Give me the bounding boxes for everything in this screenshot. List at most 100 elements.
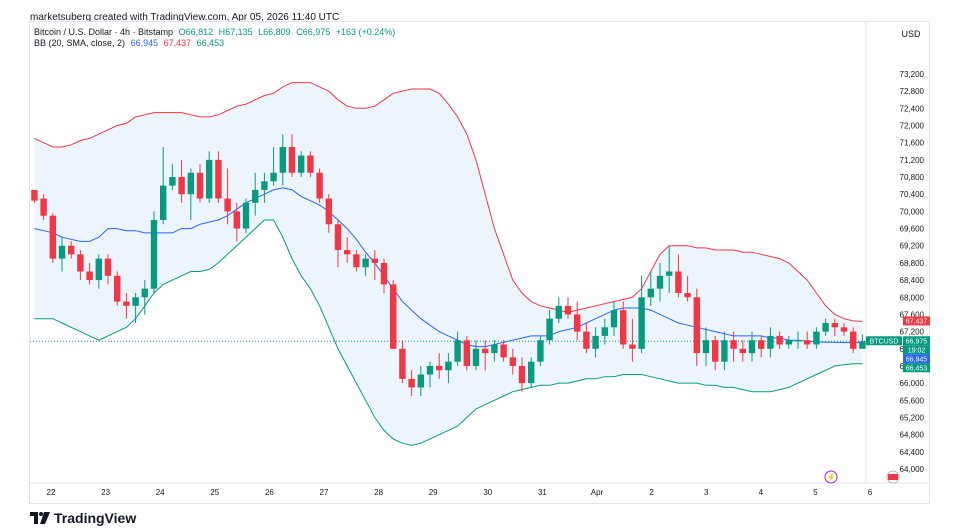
candle-body — [58, 245, 66, 259]
bb-upper-line — [34, 82, 863, 322]
candle-body — [629, 344, 636, 349]
y-tick-label: 67,200 — [900, 328, 925, 337]
candle — [40, 194, 47, 220]
candle — [334, 219, 342, 268]
candle-body — [491, 344, 498, 354]
candle — [252, 172, 259, 216]
candle-body — [472, 348, 480, 366]
candle — [850, 327, 857, 354]
price-label: 66,945 — [906, 356, 928, 363]
candle-body — [206, 159, 213, 199]
event-icon: ⚡ — [824, 470, 838, 484]
close-value: C66,975 — [296, 27, 331, 37]
candle-body — [187, 172, 194, 195]
candle-body — [822, 323, 829, 332]
candle — [482, 340, 489, 371]
candle — [150, 211, 158, 293]
candle-body — [353, 254, 360, 268]
flag-icon — [886, 470, 900, 484]
candle-body — [840, 327, 848, 332]
x-tick-label: 5 — [813, 488, 818, 497]
candle — [518, 357, 526, 392]
event-icon-circle — [824, 470, 838, 484]
candle — [776, 331, 783, 349]
candle — [564, 297, 572, 319]
candle — [463, 335, 470, 371]
event-icon-glyph: ⚡ — [826, 472, 836, 482]
y-tick-label: 64,000 — [900, 465, 925, 474]
candle-body — [675, 271, 682, 293]
candle-body — [638, 297, 645, 349]
candle-body — [758, 340, 765, 349]
indicator-row[interactable]: BB (20, SMA, close, 2) 66,945 67,437 66,… — [34, 38, 395, 49]
y-tick-label: 64,400 — [900, 448, 925, 457]
price-label: 19:02 — [908, 347, 926, 354]
candle — [233, 202, 240, 242]
y-tick-label: 73,200 — [900, 70, 925, 79]
candle — [178, 159, 185, 203]
x-tick-label: 4 — [759, 488, 764, 497]
candle — [454, 331, 461, 366]
candle — [31, 189, 38, 203]
candle-body — [813, 331, 820, 345]
symbol-row[interactable]: Bitcoin / U.S. Dollar · 4h · Bitstamp O6… — [34, 27, 395, 38]
candle-body — [748, 340, 756, 354]
candle-body — [390, 284, 397, 349]
candle — [730, 331, 737, 362]
candle-body — [702, 340, 710, 354]
chart-panel[interactable] — [29, 21, 930, 504]
candle-body — [417, 374, 424, 388]
candle-body — [196, 172, 204, 199]
candle-body — [68, 245, 75, 255]
candle — [114, 271, 121, 306]
brand-name: TradingView — [54, 510, 137, 526]
candle — [95, 254, 102, 289]
open-value: O66,812 — [178, 27, 214, 37]
x-tick-label: 28 — [374, 488, 383, 497]
x-tick-label: 27 — [320, 488, 329, 497]
candle — [739, 340, 746, 362]
candle — [68, 241, 75, 259]
candle-body — [307, 155, 314, 173]
x-tick-label: 30 — [483, 488, 492, 497]
candle-body — [178, 177, 185, 195]
candle-body — [831, 323, 838, 328]
candle — [840, 323, 848, 336]
candle-body — [776, 335, 783, 345]
candle — [601, 318, 608, 345]
y-tick-label: 72,000 — [900, 122, 925, 131]
candle-body — [261, 181, 268, 190]
candle — [224, 168, 231, 225]
candle-body — [325, 198, 332, 225]
y-tick-label: 71,200 — [900, 156, 925, 165]
candle — [371, 250, 378, 281]
candle-body — [445, 361, 452, 371]
candle — [316, 168, 323, 203]
price-label-box — [903, 336, 930, 346]
candle — [141, 280, 148, 315]
x-tick-label: 29 — [429, 488, 438, 497]
candle-body — [555, 305, 562, 319]
symbol-name: Bitcoin / U.S. Dollar · 4h · Bitstamp — [34, 27, 174, 37]
candle-body — [95, 258, 102, 281]
candle — [620, 301, 627, 349]
candle-body — [380, 262, 388, 285]
candle-body — [233, 211, 240, 229]
candle-body — [242, 202, 250, 229]
indicator-name: BB (20, SMA, close, 2) — [34, 38, 126, 48]
candle-body — [141, 288, 148, 298]
price-label: 66,453 — [906, 365, 928, 372]
tradingview-logo[interactable]: TradingView — [30, 510, 136, 526]
candle — [187, 168, 194, 220]
candle-body — [77, 254, 84, 272]
candle — [813, 327, 820, 349]
candle-body — [150, 219, 158, 289]
candle — [390, 280, 397, 349]
candle — [408, 370, 415, 397]
x-tick-label: 3 — [704, 488, 709, 497]
y-tick-label: 68,800 — [900, 259, 925, 268]
x-tick-label: Apr — [591, 488, 604, 497]
candle-body — [31, 189, 38, 201]
candle-body — [104, 258, 112, 276]
